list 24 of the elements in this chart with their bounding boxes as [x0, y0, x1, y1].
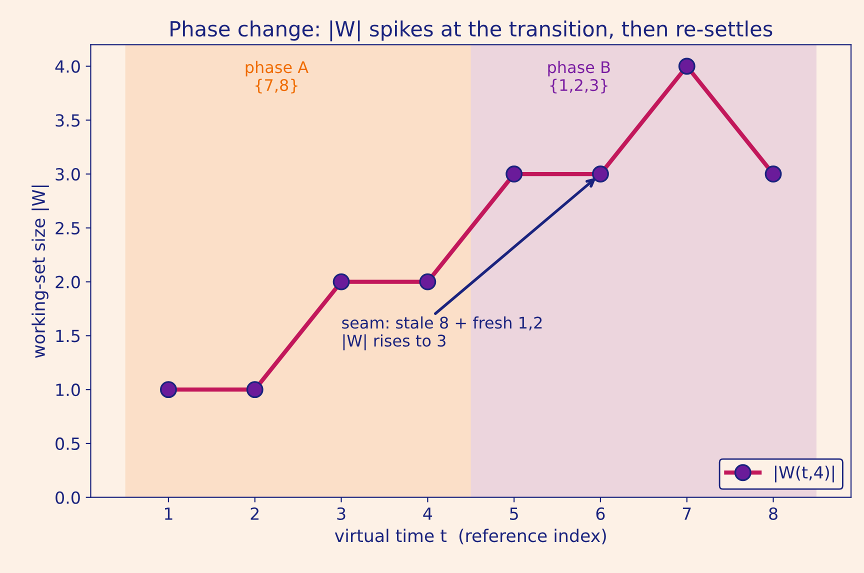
y-tick-label: 4.0	[55, 60, 80, 73]
y-tick-label: 2.0	[56, 276, 80, 288]
x-tick-label: 3	[337, 507, 346, 520]
x-tick-label: 7	[682, 508, 691, 520]
chart-title: Phase change: |W| spikes at the transition, then re-settles	[170, 20, 772, 42]
band-label: phase A {7,8}	[246, 60, 308, 94]
y-tick-label: 2.5	[56, 222, 80, 234]
y-tick-label: 1.0	[56, 384, 80, 396]
x-tick-label: 2	[250, 507, 259, 520]
x-tick-label: 4	[423, 508, 432, 520]
legend-label: |W(t,4)|	[775, 466, 834, 482]
x-tick-label: 1	[165, 508, 172, 520]
y-tick-label: 1.5	[56, 330, 80, 342]
y-tick-label: 0.5	[56, 437, 80, 450]
y-tick-label: 3.0	[56, 168, 80, 181]
y-axis-title: working-set size |W|	[32, 186, 49, 358]
y-tick-label: 0.0	[56, 491, 80, 504]
x-tick-label: 6	[596, 507, 605, 520]
x-tick-label: 5	[510, 508, 518, 520]
annotation: seam: stale 8 + fresh 1,2 |W| rises to 3	[342, 316, 542, 350]
x-tick-label: 8	[769, 507, 778, 520]
band-label: phase B {1,2,3}	[548, 60, 610, 94]
y-tick-label: 3.5	[56, 114, 80, 127]
x-axis-title: virtual time t (reference index)	[334, 528, 606, 544]
